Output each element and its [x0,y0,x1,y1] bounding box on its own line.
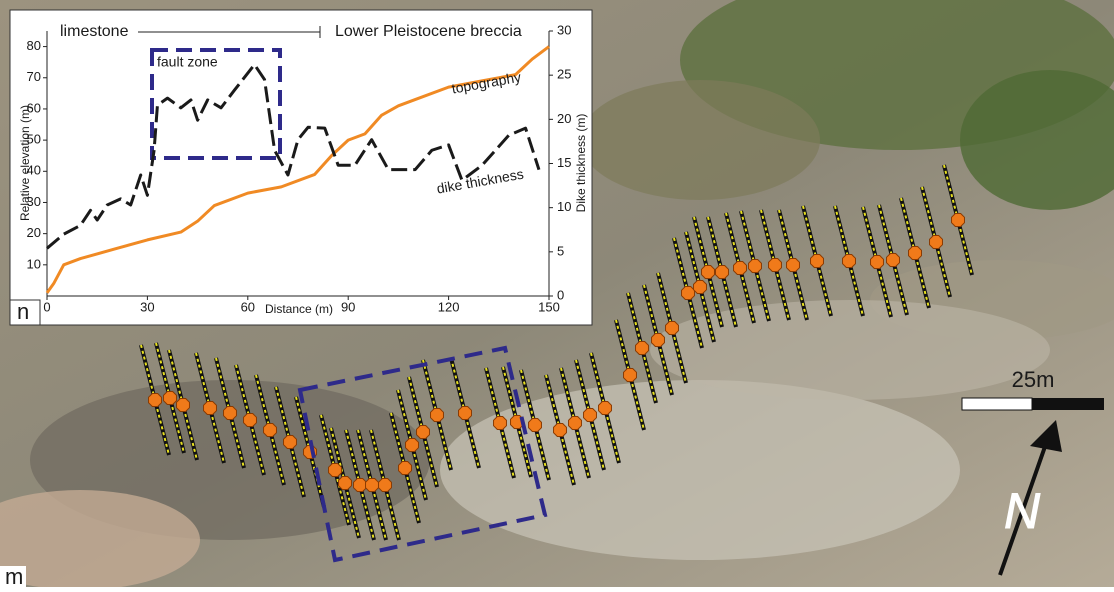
x-tick-label: 0 [43,299,50,314]
measurement-point [636,342,649,355]
north-label: N [1004,483,1041,539]
measurement-point [843,255,856,268]
measurement-point [887,254,900,267]
x-tick-label: 30 [140,299,154,314]
x-tick-label: 60 [241,299,255,314]
y-tick-label: 10 [27,256,41,271]
measurement-point [224,407,237,420]
panel-label: n [17,299,29,324]
page: {"chart_data": { "type": "line", "x_labe… [0,0,1114,587]
strata-label: limestone [60,23,129,40]
fault-zone-label: fault zone [157,54,218,70]
measurement-point [339,477,352,490]
x-tick-label: 120 [438,299,460,314]
measurement-point [354,479,367,492]
measurement-point [406,439,419,452]
measurement-point [494,417,507,430]
scale-label: 25m [1012,367,1055,392]
measurement-point [554,424,567,437]
panel-label: m [5,564,23,587]
measurement-point [366,479,379,492]
measurement-point [417,426,430,439]
measurement-point [399,462,412,475]
y2-tick-label: 30 [557,22,571,37]
inset-chart [10,10,592,325]
measurement-point [716,266,729,279]
measurement-point [264,424,277,437]
measurement-point [284,436,297,449]
x-axis-label: Distance (m) [265,302,333,316]
measurement-point [204,402,217,415]
y-tick-label: 60 [27,100,41,115]
y-tick-label: 50 [27,132,41,147]
measurement-point [930,236,943,249]
measurement-point [871,256,884,269]
measurement-point [529,419,542,432]
x-tick-label: 90 [341,299,355,314]
strata-label: Lower Pleistocene breccia [335,23,522,40]
measurement-point [909,247,922,260]
y-tick-label: 20 [27,225,41,240]
y2-tick-label: 25 [557,67,571,82]
y2-tick-label: 0 [557,287,564,302]
measurement-point [584,409,597,422]
measurement-point [769,259,782,272]
y2-tick-label: 15 [557,155,571,170]
measurement-point [749,260,762,273]
figure: 25m N m n limestone Lower Pleistocene br… [0,0,1114,587]
measurement-point [682,287,695,300]
measurement-point [624,369,637,382]
y-tick-label: 80 [27,38,41,53]
measurement-point [177,399,190,412]
measurement-point [149,394,162,407]
measurement-point [329,464,342,477]
measurement-point [459,407,472,420]
measurement-point [734,262,747,275]
measurement-point [431,409,444,422]
measurement-point [952,214,965,227]
y-tick-label: 40 [27,163,41,178]
y-tick-label: 30 [27,194,41,209]
measurement-point [569,417,582,430]
measurement-point [666,322,679,335]
y2-tick-label: 10 [557,199,571,214]
measurement-point [702,266,715,279]
measurement-point [694,281,707,294]
measurement-point [244,414,257,427]
y2-tick-label: 5 [557,243,564,258]
measurement-point [599,402,612,415]
measurement-point [811,255,824,268]
y2-axis-label: Dike thickness (m) [574,114,588,213]
measurement-point [164,392,177,405]
y-tick-label: 70 [27,69,41,84]
measurement-point [787,259,800,272]
measurement-point [379,479,392,492]
y2-tick-label: 20 [557,111,571,126]
measurement-point [652,334,665,347]
